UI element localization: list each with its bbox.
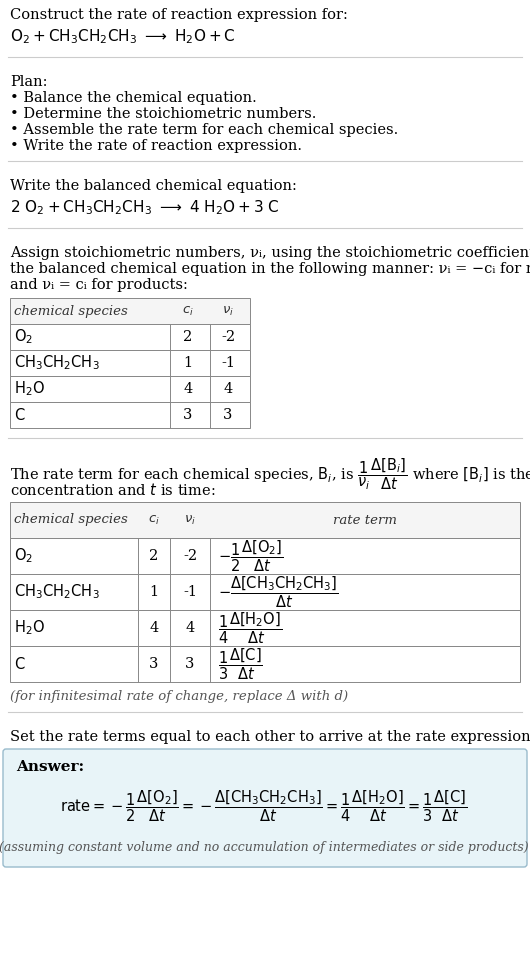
Text: 3: 3 — [183, 408, 193, 422]
Text: $\nu_i$: $\nu_i$ — [222, 305, 234, 317]
Bar — [10, 610, 520, 646]
Text: rate term: rate term — [333, 513, 397, 526]
Text: $\nu_i$: $\nu_i$ — [184, 513, 196, 526]
Text: $\mathrm{O_2 + CH_3CH_2CH_3\ \longrightarrow\ H_2O + C}$: $\mathrm{O_2 + CH_3CH_2CH_3\ \longrighta… — [10, 27, 236, 46]
Text: Assign stoichiometric numbers, νᵢ, using the stoichiometric coefficients, cᵢ, fr: Assign stoichiometric numbers, νᵢ, using… — [10, 246, 530, 260]
Text: (for infinitesimal rate of change, replace Δ with d): (for infinitesimal rate of change, repla… — [10, 690, 348, 703]
Text: • Assemble the rate term for each chemical species.: • Assemble the rate term for each chemic… — [10, 123, 398, 137]
Bar — [10, 646, 520, 682]
Text: Construct the rate of reaction expression for:: Construct the rate of reaction expressio… — [10, 8, 348, 22]
Text: $\dfrac{1}{4}\dfrac{\Delta[\mathrm{H_2O}]}{\Delta t}$: $\dfrac{1}{4}\dfrac{\Delta[\mathrm{H_2O}… — [218, 610, 282, 646]
Text: 3: 3 — [186, 657, 195, 671]
Text: $c_i$: $c_i$ — [148, 513, 160, 526]
Text: 4: 4 — [183, 382, 192, 396]
Text: $-\dfrac{\Delta[\mathrm{CH_3CH_2CH_3}]}{\Delta t}$: $-\dfrac{\Delta[\mathrm{CH_3CH_2CH_3}]}{… — [218, 574, 339, 610]
Text: concentration and $t$ is time:: concentration and $t$ is time: — [10, 482, 216, 498]
Text: Set the rate terms equal to each other to arrive at the rate expression:: Set the rate terms equal to each other t… — [10, 730, 530, 744]
Text: $\mathrm{H_2O}$: $\mathrm{H_2O}$ — [14, 380, 45, 398]
Text: and νᵢ = cᵢ for products:: and νᵢ = cᵢ for products: — [10, 278, 188, 292]
Text: -1: -1 — [183, 585, 197, 599]
Text: -2: -2 — [221, 330, 235, 344]
Bar — [10, 402, 250, 428]
Text: $c_i$: $c_i$ — [182, 305, 194, 317]
Bar — [10, 538, 520, 574]
Text: $\mathrm{2\ O_2 + CH_3CH_2CH_3\ \longrightarrow\ 4\ H_2O + 3\ C}$: $\mathrm{2\ O_2 + CH_3CH_2CH_3\ \longrig… — [10, 198, 280, 217]
Text: $\mathrm{C}$: $\mathrm{C}$ — [14, 656, 25, 672]
Text: Answer:: Answer: — [16, 760, 84, 774]
Bar — [10, 376, 250, 402]
FancyBboxPatch shape — [3, 749, 527, 867]
Text: • Write the rate of reaction expression.: • Write the rate of reaction expression. — [10, 139, 302, 153]
Text: • Determine the stoichiometric numbers.: • Determine the stoichiometric numbers. — [10, 107, 316, 121]
Text: $-\dfrac{1}{2}\dfrac{\Delta[\mathrm{O_2}]}{\Delta t}$: $-\dfrac{1}{2}\dfrac{\Delta[\mathrm{O_2}… — [218, 538, 284, 574]
Text: 2: 2 — [149, 549, 158, 563]
Bar — [10, 324, 250, 350]
Text: chemical species: chemical species — [14, 513, 128, 526]
Text: -2: -2 — [183, 549, 197, 563]
Text: Plan:: Plan: — [10, 75, 48, 89]
Text: $\mathrm{H_2O}$: $\mathrm{H_2O}$ — [14, 619, 45, 637]
Text: -1: -1 — [221, 356, 235, 370]
Text: 4: 4 — [149, 621, 158, 635]
Bar — [10, 574, 520, 610]
Text: $\dfrac{1}{3}\dfrac{\Delta[\mathrm{C}]}{\Delta t}$: $\dfrac{1}{3}\dfrac{\Delta[\mathrm{C}]}{… — [218, 646, 263, 682]
Text: $\mathrm{CH_3CH_2CH_3}$: $\mathrm{CH_3CH_2CH_3}$ — [14, 353, 100, 373]
Text: $\mathrm{CH_3CH_2CH_3}$: $\mathrm{CH_3CH_2CH_3}$ — [14, 583, 100, 601]
Text: The rate term for each chemical species, $\mathrm{B_{\mathit{i}}}$, is $\dfrac{1: The rate term for each chemical species,… — [10, 456, 530, 492]
Text: 3: 3 — [223, 408, 233, 422]
Text: 1: 1 — [183, 356, 192, 370]
Text: $\mathrm{O_2}$: $\mathrm{O_2}$ — [14, 547, 33, 565]
Text: the balanced chemical equation in the following manner: νᵢ = −cᵢ for reactants: the balanced chemical equation in the fo… — [10, 262, 530, 276]
Text: 2: 2 — [183, 330, 192, 344]
Text: 4: 4 — [223, 382, 233, 396]
Text: 4: 4 — [186, 621, 195, 635]
Text: $\mathrm{C}$: $\mathrm{C}$ — [14, 407, 25, 423]
Bar — [10, 502, 520, 538]
Text: $\mathrm{O_2}$: $\mathrm{O_2}$ — [14, 328, 33, 346]
Bar — [10, 298, 250, 324]
Text: 3: 3 — [149, 657, 158, 671]
Text: 1: 1 — [149, 585, 158, 599]
Text: (assuming constant volume and no accumulation of intermediates or side products): (assuming constant volume and no accumul… — [0, 841, 529, 855]
Text: chemical species: chemical species — [14, 305, 128, 317]
Text: • Balance the chemical equation.: • Balance the chemical equation. — [10, 91, 257, 105]
Bar — [10, 350, 250, 376]
Text: $\mathrm{rate} = -\dfrac{1}{2}\dfrac{\Delta[\mathrm{O_2}]}{\Delta t} = -\dfrac{\: $\mathrm{rate} = -\dfrac{1}{2}\dfrac{\De… — [60, 789, 467, 824]
Text: Write the balanced chemical equation:: Write the balanced chemical equation: — [10, 179, 297, 193]
